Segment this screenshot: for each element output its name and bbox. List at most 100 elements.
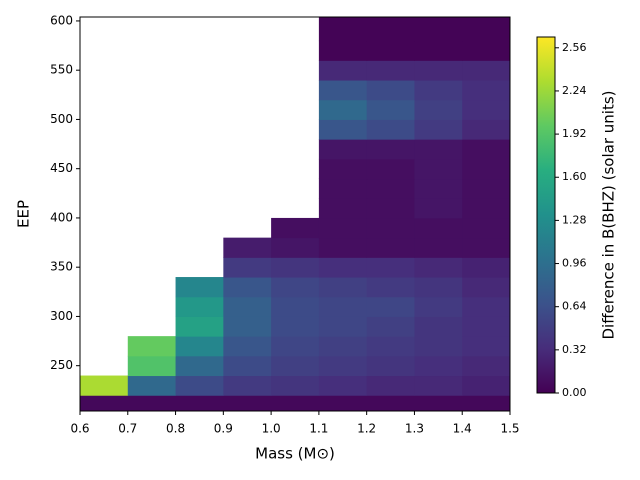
contour-cell bbox=[462, 316, 510, 337]
contour-cell bbox=[366, 395, 415, 411]
contour-cell bbox=[80, 395, 129, 411]
colorbar-tick-label: 0.00 bbox=[562, 386, 587, 399]
contour-cell bbox=[462, 40, 510, 61]
contour-cell bbox=[414, 217, 463, 239]
contour-cell bbox=[462, 296, 510, 317]
x-axis-label: Mass (M⊙) bbox=[255, 445, 335, 463]
contour-cell bbox=[318, 158, 368, 180]
x-tick-label: 1.5 bbox=[500, 422, 519, 436]
contour-cell bbox=[414, 17, 463, 42]
contour-cell bbox=[80, 375, 129, 396]
contour-cell bbox=[366, 198, 415, 219]
contour-cell bbox=[318, 316, 368, 337]
contour-cell bbox=[223, 355, 272, 377]
contour-cell bbox=[318, 60, 368, 81]
contour-cell bbox=[414, 119, 463, 140]
contour-cell bbox=[462, 158, 510, 180]
contour-cell bbox=[271, 257, 320, 278]
contour-cell bbox=[223, 296, 272, 317]
x-tick-label: 1.2 bbox=[357, 422, 376, 436]
contour-cell bbox=[414, 80, 463, 101]
y-tick-label: 500 bbox=[50, 112, 73, 126]
x-tick-label: 1.0 bbox=[262, 422, 281, 436]
x-tick-label: 0.9 bbox=[214, 422, 233, 436]
contour-cell bbox=[318, 139, 368, 160]
x-tick-label: 0.8 bbox=[166, 422, 185, 436]
contour-cell bbox=[462, 80, 510, 101]
contour-cell bbox=[414, 198, 463, 219]
contour-cell bbox=[462, 60, 510, 81]
contour-cell bbox=[414, 60, 463, 81]
x-tick-label: 1.4 bbox=[453, 422, 472, 436]
colorbar-tick-label: 2.56 bbox=[562, 41, 587, 54]
contour-cell bbox=[223, 395, 272, 411]
contour-cell bbox=[462, 198, 510, 219]
contour-cell bbox=[318, 257, 368, 278]
contour-cell bbox=[366, 178, 415, 199]
y-tick-label: 300 bbox=[50, 309, 73, 323]
contour-cell bbox=[271, 277, 320, 298]
contour-cell bbox=[318, 198, 368, 219]
x-tick-label: 1.1 bbox=[309, 422, 328, 436]
contour-cell bbox=[223, 316, 272, 337]
contour-cell bbox=[175, 277, 224, 298]
x-tick-label: 0.7 bbox=[118, 422, 137, 436]
colorbar-tick-label: 0.96 bbox=[562, 257, 587, 270]
contour-cell bbox=[366, 80, 415, 101]
contour-cell bbox=[414, 316, 463, 337]
contour-cell bbox=[175, 316, 224, 337]
contour-cell bbox=[271, 336, 320, 357]
contour-cell bbox=[414, 237, 463, 258]
contour-cell bbox=[271, 296, 320, 317]
contour-cell bbox=[366, 99, 415, 120]
colorbar-tick-label: 1.60 bbox=[562, 170, 587, 183]
colorbar-tick-label: 0.32 bbox=[562, 343, 587, 356]
contour-cell bbox=[271, 237, 320, 258]
contour-cell bbox=[223, 336, 272, 357]
contour-cell bbox=[414, 139, 463, 160]
contour-cell bbox=[127, 336, 177, 357]
contour-cell bbox=[223, 375, 272, 396]
contour-cell bbox=[318, 355, 368, 377]
contour-cell bbox=[366, 316, 415, 337]
contour-cell bbox=[127, 375, 177, 396]
colorbar bbox=[536, 36, 556, 394]
contour-cell bbox=[175, 336, 224, 357]
contour-cell bbox=[366, 375, 415, 396]
contour-cell bbox=[318, 119, 368, 140]
contour-cell bbox=[462, 336, 510, 357]
contour-cell bbox=[271, 355, 320, 377]
contour-cell bbox=[271, 217, 320, 239]
contour-cell bbox=[462, 139, 510, 160]
colorbar-tick-label: 2.24 bbox=[562, 84, 587, 97]
contour-cell bbox=[462, 277, 510, 298]
contour-cell bbox=[366, 139, 415, 160]
contour-cell bbox=[414, 158, 463, 180]
y-tick-label: 450 bbox=[50, 161, 73, 175]
contour-field bbox=[80, 17, 510, 411]
contour-cell bbox=[414, 296, 463, 317]
contour-cell bbox=[414, 178, 463, 199]
contour-cell bbox=[318, 395, 368, 411]
contour-cell bbox=[366, 257, 415, 278]
y-axis-label: EEP bbox=[15, 200, 33, 228]
x-tick-label: 1.3 bbox=[405, 422, 424, 436]
contour-cell bbox=[175, 395, 224, 411]
contour-cell bbox=[366, 60, 415, 81]
contour-cell bbox=[366, 119, 415, 140]
contour-cell bbox=[462, 119, 510, 140]
colorbar-label: Difference in B(BHZ) (solar units) bbox=[600, 90, 618, 339]
contour-cell bbox=[318, 178, 368, 199]
contour-cell bbox=[366, 296, 415, 317]
contour-cell bbox=[318, 237, 368, 258]
contour-cell bbox=[318, 17, 368, 42]
contour-cell bbox=[318, 336, 368, 357]
contour-cell bbox=[414, 375, 463, 396]
contour-cell bbox=[175, 296, 224, 317]
contour-cell bbox=[414, 40, 463, 61]
contour-cell bbox=[318, 80, 368, 101]
contour-cell bbox=[223, 257, 272, 278]
contour-cell bbox=[271, 395, 320, 411]
